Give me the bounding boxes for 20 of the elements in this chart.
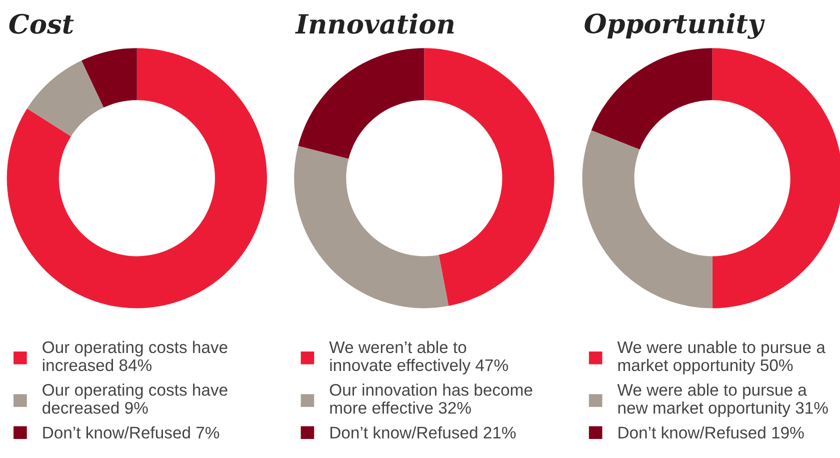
legend-label: Don’t know/Refused 7% xyxy=(43,426,220,439)
legend-label: Our operating costs have decreased 9% xyxy=(42,384,228,414)
donut-slice xyxy=(298,48,424,159)
legend-label: Our operating costs have increased 84% xyxy=(42,340,228,372)
chart-title: Opportunity xyxy=(584,13,765,39)
donut-slice xyxy=(294,146,449,308)
donut-slice xyxy=(82,48,137,108)
donut-slice xyxy=(591,48,712,150)
legend-label: We weren’t able to innovate effectively 47% xyxy=(329,340,508,374)
legend-label: Don’t know/Refused 21% xyxy=(330,426,516,439)
legend-label: Don’t know/Refused 19% xyxy=(618,426,804,439)
donut-slice xyxy=(6,48,267,308)
legend-label: Our innovation has become more effective 32% xyxy=(330,384,532,414)
legend-label: We were unable to pursue a market opportunity 50% xyxy=(617,340,826,374)
donut-slice xyxy=(27,60,104,136)
chart-title: Innovation xyxy=(295,13,454,34)
donut-slice xyxy=(424,48,554,306)
legend-label: We were able to pursue a new market opportunity 31% xyxy=(617,384,828,418)
donut-slice xyxy=(582,130,712,308)
chart-title: Cost xyxy=(9,14,74,34)
